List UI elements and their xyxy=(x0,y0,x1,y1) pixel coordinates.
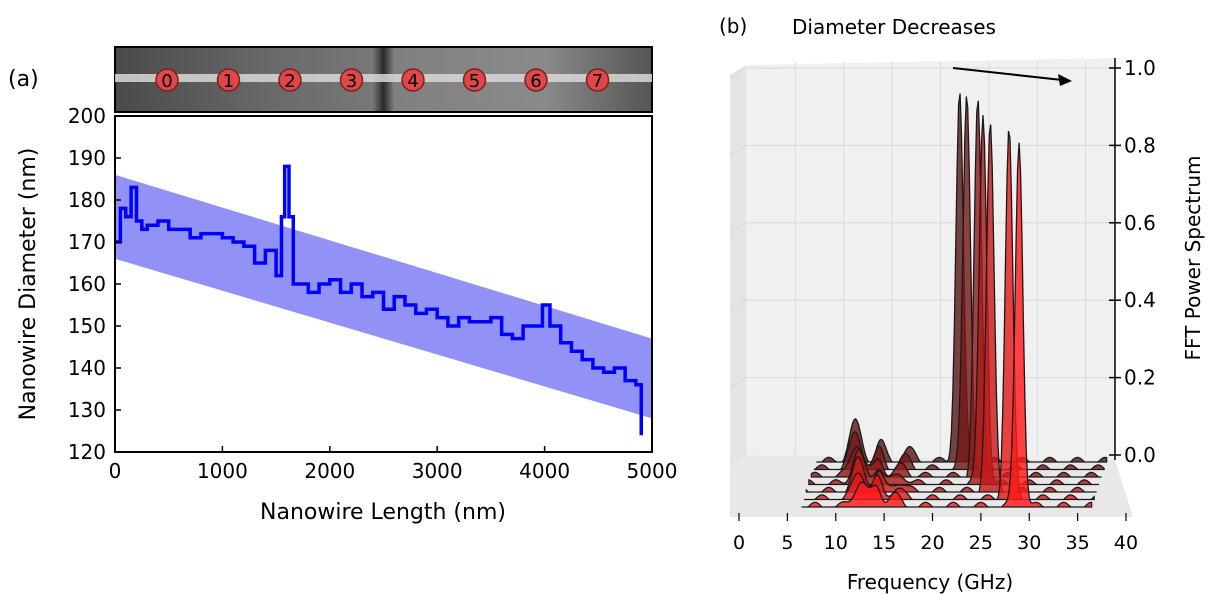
x-tick-label-b: 30 xyxy=(1017,532,1041,554)
grid-line-b xyxy=(729,144,747,156)
z-tick-label-b: 0.8 xyxy=(1124,133,1156,157)
sem-image-strip: 0 1 2 3 4 5 6 7 xyxy=(114,46,653,113)
z-tick-label-b: 0.6 xyxy=(1124,211,1156,235)
strip-marker xyxy=(339,68,364,92)
x-tick-label-a: 5000 xyxy=(627,459,678,483)
x-axis-label-a: Nanowire Length (nm) xyxy=(260,500,506,525)
grid-line-b xyxy=(729,222,747,234)
strip-marker xyxy=(278,68,302,92)
fft-3d-plot: 0.0 0.2 0.4 0.6 0.8 1.0 0 5 10 15 20 25 30 35 40 Freq… xyxy=(729,56,1205,594)
trend-arrow xyxy=(952,67,1063,81)
chart-b-title: Diameter Decreases xyxy=(792,15,996,39)
floor-pane xyxy=(730,455,1133,517)
x-tick-label-a: 2000 xyxy=(304,459,355,483)
back-pane xyxy=(746,58,1115,460)
strip-marker-label: 7 xyxy=(592,71,603,92)
z-tick-label-b: 1.0 xyxy=(1124,56,1156,80)
x-tick-label-b: 25 xyxy=(969,532,993,554)
strip-marker-label: 6 xyxy=(530,71,541,92)
strip-marker-label: 0 xyxy=(161,71,172,92)
strip-marker-label: 5 xyxy=(469,71,480,92)
x-tick-label-b: 0 xyxy=(733,532,745,554)
y-tick-label-a: 200 xyxy=(68,104,106,128)
y-tick-label-a: 130 xyxy=(68,398,106,422)
strip-marker xyxy=(155,68,179,92)
x-tick-label-b: 20 xyxy=(920,532,944,554)
grid-line-b xyxy=(729,377,747,389)
strip-marker xyxy=(462,68,487,92)
x-tick-label-b: 15 xyxy=(872,532,896,554)
strip-marker-label: 1 xyxy=(223,71,234,92)
fft-spectrum-ridge xyxy=(803,130,1095,501)
strip-marker xyxy=(216,68,241,92)
strip-marker-label: 3 xyxy=(346,71,357,92)
diameter-plot: 0 1000 2000 3000 4000 5000 120 130 140 150 160 170… xyxy=(16,104,677,525)
left-pane xyxy=(730,65,746,465)
fft-spectrum-ridge xyxy=(805,124,1097,493)
y-tick-label-a: 190 xyxy=(68,146,106,170)
x-tick-label-a: 0 xyxy=(109,459,122,483)
strip-marker-label: 2 xyxy=(284,71,295,92)
z-tick-label-b: 0.2 xyxy=(1124,366,1156,390)
x-tick-label-b: 5 xyxy=(781,532,793,554)
strip-marker xyxy=(524,68,548,92)
z-tick-label-b: 0.0 xyxy=(1124,443,1156,467)
trend-arrow-head xyxy=(1058,74,1072,86)
y-tick-label-a: 180 xyxy=(68,188,106,212)
x-tick-label-a: 3000 xyxy=(412,459,463,483)
y-tick-label-a: 140 xyxy=(68,356,106,380)
y-tick-label-a: 160 xyxy=(68,272,106,296)
x-tick-label-a: 1000 xyxy=(197,459,248,483)
y-tick-label-a: 120 xyxy=(68,440,106,464)
strip-marker xyxy=(585,68,610,92)
panel-a-label: (a) xyxy=(8,67,39,92)
y-axis-label-a: Nanowire Diameter (nm) xyxy=(16,148,41,421)
fft-spectrum-ridge xyxy=(801,142,1093,508)
x-axis-label-b: Frequency (GHz) xyxy=(847,570,1013,594)
x-tick-label-b: 10 xyxy=(824,532,848,554)
grid-line-b xyxy=(729,67,747,79)
x-tick-label-b: 40 xyxy=(1114,532,1138,554)
strip-marker xyxy=(401,68,425,92)
z-tick-label-b: 0.4 xyxy=(1124,288,1156,312)
x-tick-label-b: 35 xyxy=(1066,532,1090,554)
fft-spectrum-ridge xyxy=(808,115,1100,486)
z-axis-label-b: FFT Power Spectrum xyxy=(1181,156,1205,361)
panel-b-label: (b) xyxy=(719,14,747,38)
grid-line-b xyxy=(729,299,747,311)
fft-spectrum-ridge xyxy=(810,100,1102,478)
diameter-trace xyxy=(115,164,644,436)
y-tick-label-a: 150 xyxy=(68,314,106,338)
x-tick-label-a: 4000 xyxy=(519,459,570,483)
strip-marker-label: 4 xyxy=(407,71,418,92)
y-tick-label-a: 170 xyxy=(68,230,106,254)
